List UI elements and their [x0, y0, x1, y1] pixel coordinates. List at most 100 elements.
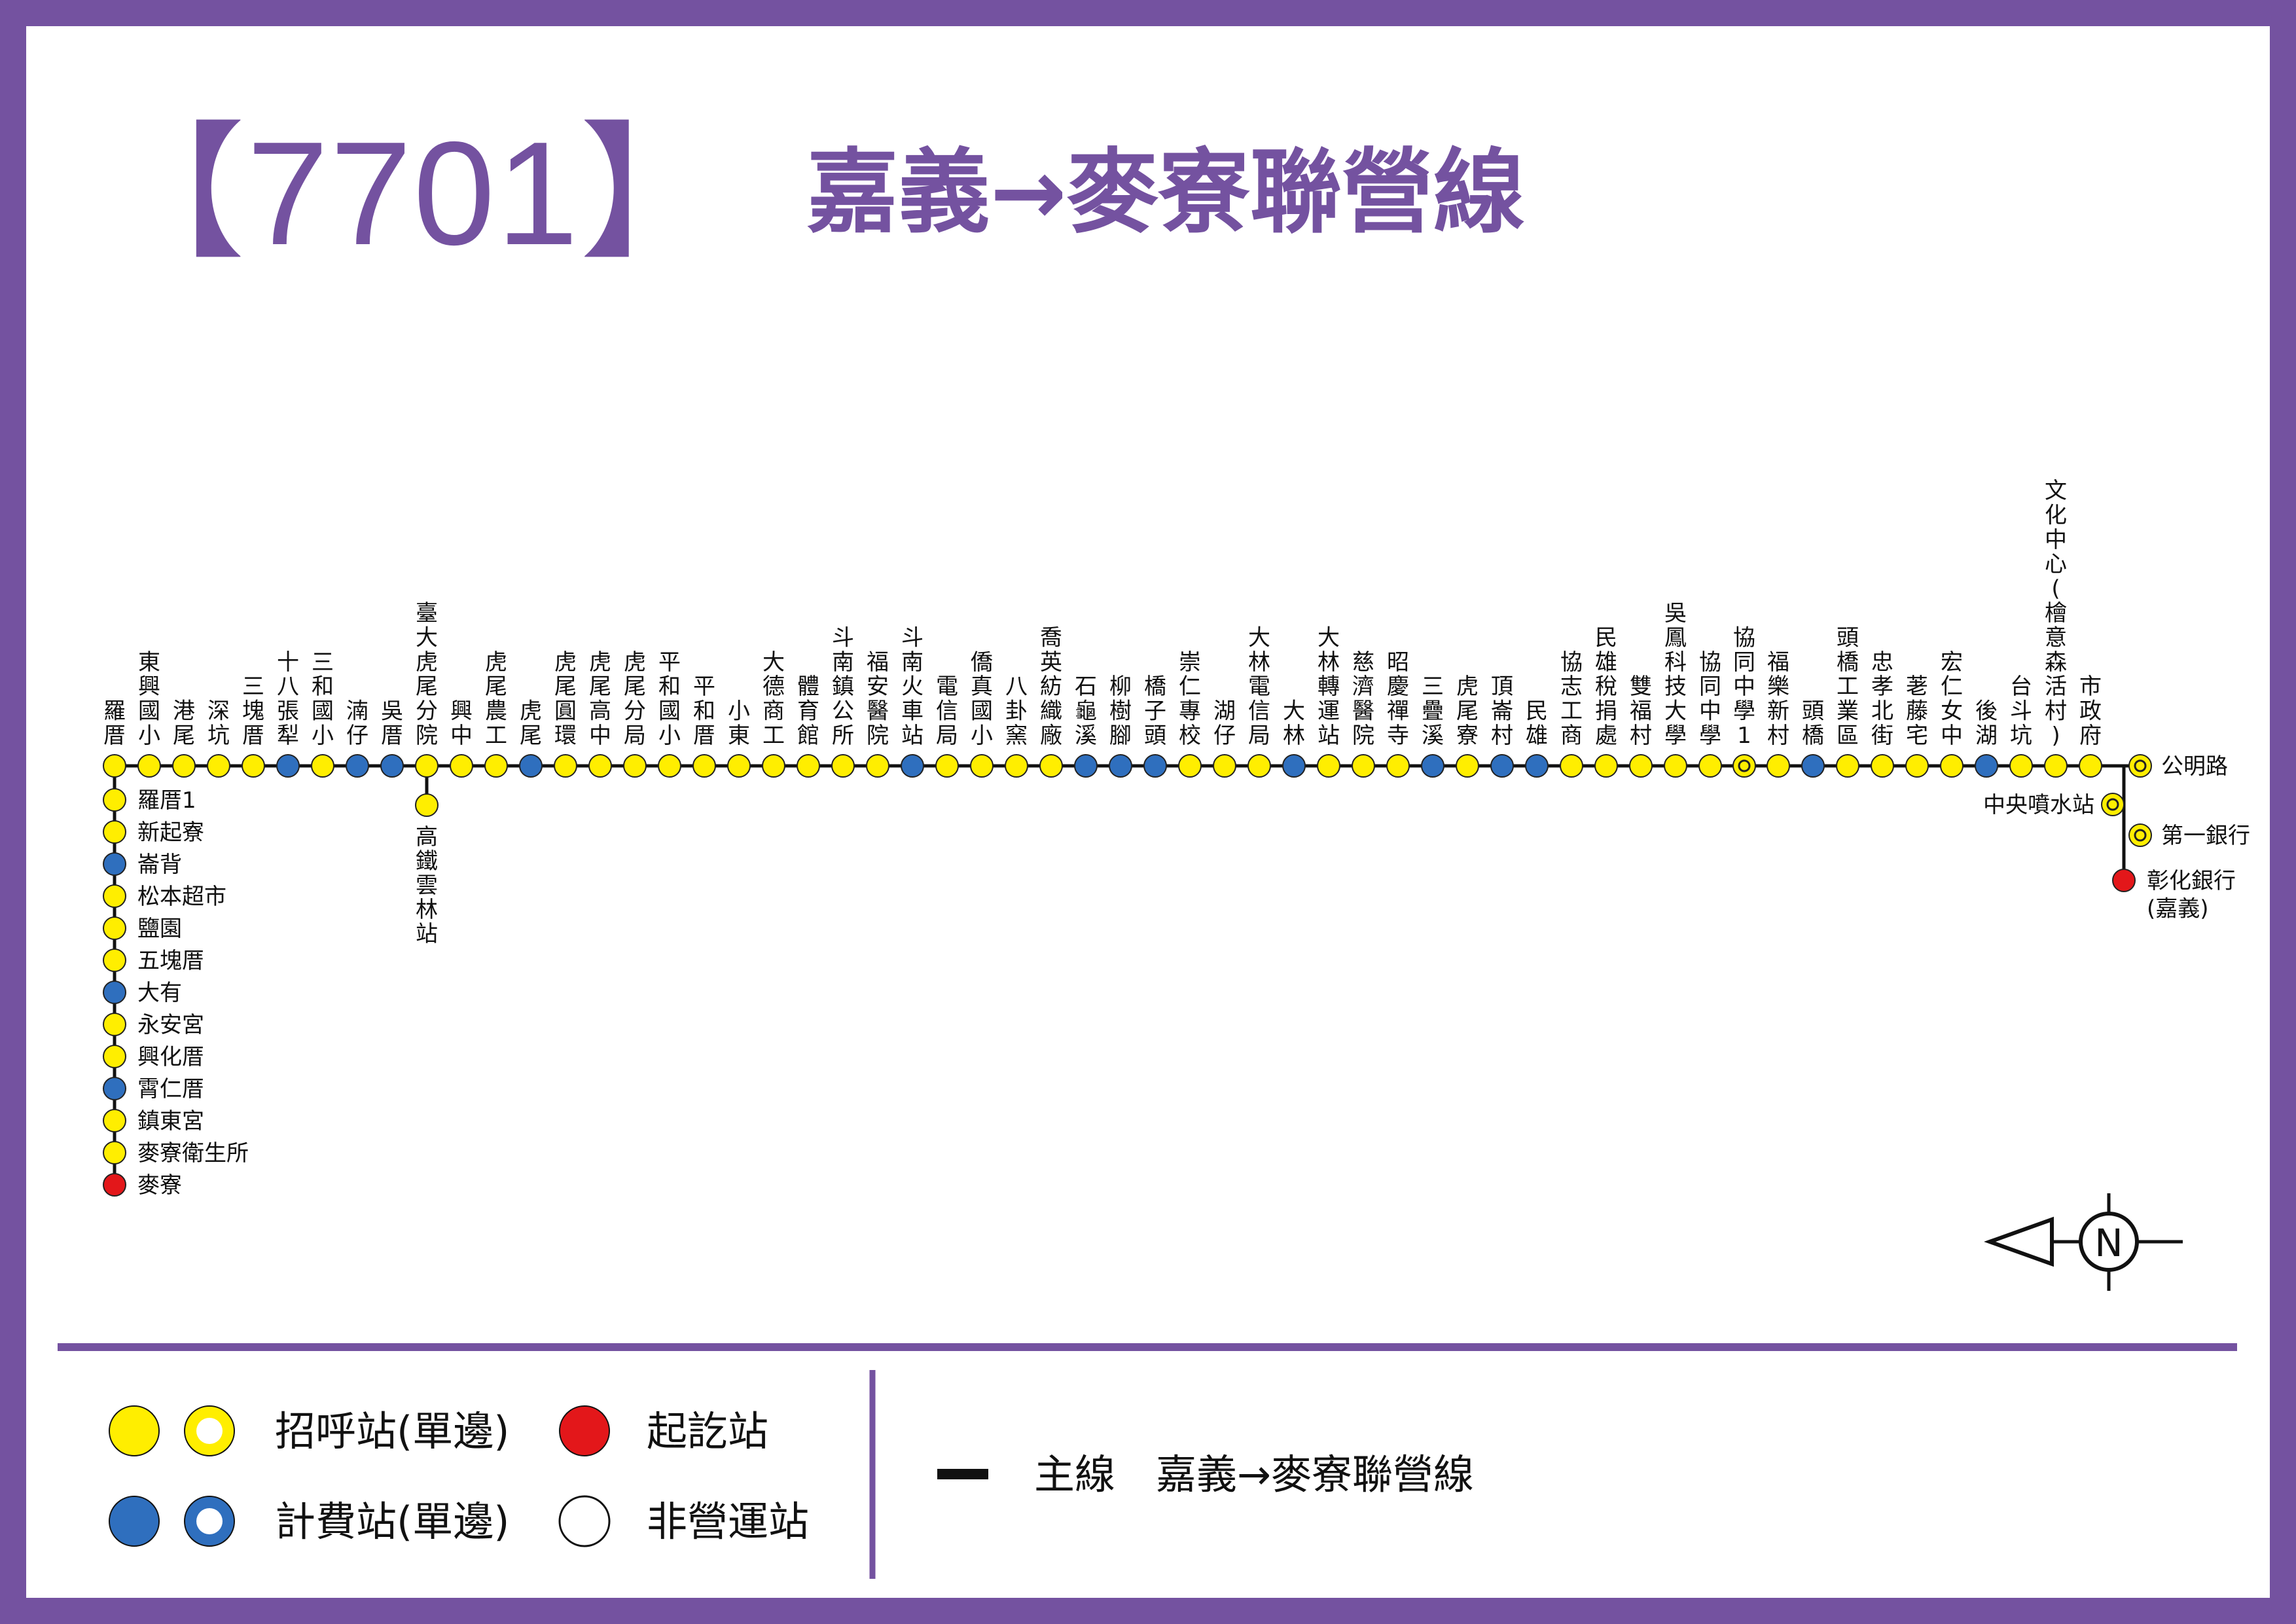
station-label-22: 福安醫院: [867, 649, 889, 749]
station-label-20: 體育館: [797, 674, 819, 749]
branch-station-6: [103, 981, 126, 1004]
station-25: [970, 754, 994, 778]
station-51: [1871, 754, 1894, 778]
end-station-0-ring: [2134, 759, 2147, 772]
station-17: [692, 754, 716, 778]
station-label-30: 橋子頭: [1144, 674, 1166, 749]
branch-station-label-3: 松本超市: [137, 884, 226, 910]
station-36: [1352, 754, 1375, 778]
branch-station-2: [103, 852, 126, 876]
station-label-16: 平和國小: [658, 649, 681, 749]
station-label-52: 荖藤宅: [1906, 674, 1928, 749]
station-label-56: 文化中心(檜意森活村): [2045, 478, 2067, 749]
branch-station-0: [103, 788, 126, 812]
station-28: [1074, 754, 1098, 778]
station-label-12: 虎尾: [520, 698, 542, 749]
branch-station-11: [103, 1141, 126, 1164]
station-label-43: 民雄稅捐處: [1595, 624, 1617, 749]
legend-fare-dot: [109, 1496, 160, 1547]
station-label-17: 平和厝: [693, 674, 715, 749]
station-label-2: 港尾: [173, 698, 195, 749]
end-station-3: [2112, 869, 2136, 892]
end-station-1: [2101, 793, 2125, 816]
branch-station-1: [103, 820, 126, 844]
station-label-33: 大林電信局: [1248, 624, 1270, 749]
station-48: [1767, 754, 1790, 778]
map-panel: [26, 26, 2270, 1598]
station-29: [1109, 754, 1132, 778]
station-label-31: 崇仁專校: [1179, 649, 1201, 749]
station-42: [1560, 754, 1583, 778]
station-18: [727, 754, 751, 778]
station-32: [1213, 754, 1236, 778]
station-44: [1629, 754, 1653, 778]
station-2: [172, 754, 196, 778]
station-label-35: 大林轉運站: [1318, 624, 1340, 749]
station-label-49: 頭橋: [1802, 698, 1824, 749]
station-label-44: 雙福村: [1630, 674, 1652, 749]
station-label-5: 十八張犁: [277, 649, 299, 749]
station-49: [1801, 754, 1825, 778]
route-title: 【7701】 嘉義→麥寮聯營線: [98, 115, 1525, 272]
station-label-27: 喬英紡織廠: [1040, 624, 1062, 749]
branch-station-label-9: 霄仁厝: [137, 1076, 204, 1102]
station-6: [311, 754, 334, 778]
station-label-57: 市政府: [2079, 674, 2102, 749]
station-label-46: 協同中學: [1699, 649, 1721, 749]
station-53: [1940, 754, 1964, 778]
branch-station-label-6: 大有: [137, 980, 182, 1006]
station-4: [242, 754, 265, 778]
station-label-53: 宏仁女中: [1941, 649, 1963, 749]
station-label-9: 臺大虎尾分院: [416, 600, 438, 749]
station-label-18: 小東: [728, 698, 750, 749]
end-station-0: [2128, 754, 2152, 778]
compass-label: N: [2094, 1221, 2123, 1265]
station-label-26: 八卦窯: [1005, 674, 1028, 749]
station-50: [1836, 754, 1859, 778]
station-54: [1975, 754, 1998, 778]
legend-non-operating-dot: [558, 1495, 611, 1547]
station-label-47: 協同中學 1: [1733, 624, 1755, 749]
legend-hail-dot: [109, 1405, 160, 1456]
station-label-24: 電信局: [936, 674, 958, 749]
station-23: [901, 754, 924, 778]
station-41: [1525, 754, 1549, 778]
station-27: [1039, 754, 1063, 778]
branch-station-label-10: 鎮東宮: [137, 1108, 204, 1134]
station-39: [1456, 754, 1479, 778]
station-31: [1178, 754, 1202, 778]
station-label-1: 東興國小: [138, 649, 160, 749]
station-33: [1247, 754, 1271, 778]
station-label-23: 斗南火車站: [901, 624, 924, 749]
branch-station-5: [103, 948, 126, 972]
branch-station-8: [103, 1045, 126, 1068]
route-number: 【7701】: [98, 110, 728, 276]
station-22: [866, 754, 889, 778]
branch-station-label-1: 新起寮: [137, 820, 204, 846]
station-label-kaotie: 高鐵雲林站: [416, 824, 438, 947]
station-26: [1005, 754, 1028, 778]
compass-circle: [2079, 1212, 2139, 1272]
station-label-0: 羅厝: [103, 698, 126, 749]
station-label-6: 三和國小: [312, 649, 334, 749]
legend-marks: [109, 1405, 988, 1547]
end-station-label-1: 中央噴水站: [1983, 792, 2094, 818]
route-name: 嘉義→麥寮聯營線: [806, 139, 1525, 246]
station-8: [380, 754, 404, 778]
station-labels: 羅厝東興國小港尾深坑三塊厝十八張犁三和國小湳仔吳厝臺大虎尾分院興中虎尾農工虎尾虎…: [103, 478, 2250, 1199]
legend-main-line-label: 主線 嘉義→麥寮聯營線: [1034, 1451, 1474, 1498]
station-56: [2044, 754, 2068, 778]
branch-station-label-11: 麥寮衛生所: [137, 1140, 249, 1166]
station-34: [1282, 754, 1306, 778]
station-label-11: 虎尾農工: [485, 649, 507, 749]
station-43: [1594, 754, 1618, 778]
station-label-13: 虎尾圓環: [554, 649, 577, 749]
branch-station-9: [103, 1077, 126, 1100]
station-label-25: 僑真國小: [971, 649, 993, 749]
end-station-label-2: 第一銀行: [2161, 823, 2250, 849]
station-label-19: 大德商工: [762, 649, 785, 749]
station-label-7: 湳仔: [346, 698, 368, 749]
station-10: [450, 754, 473, 778]
station-45: [1664, 754, 1687, 778]
